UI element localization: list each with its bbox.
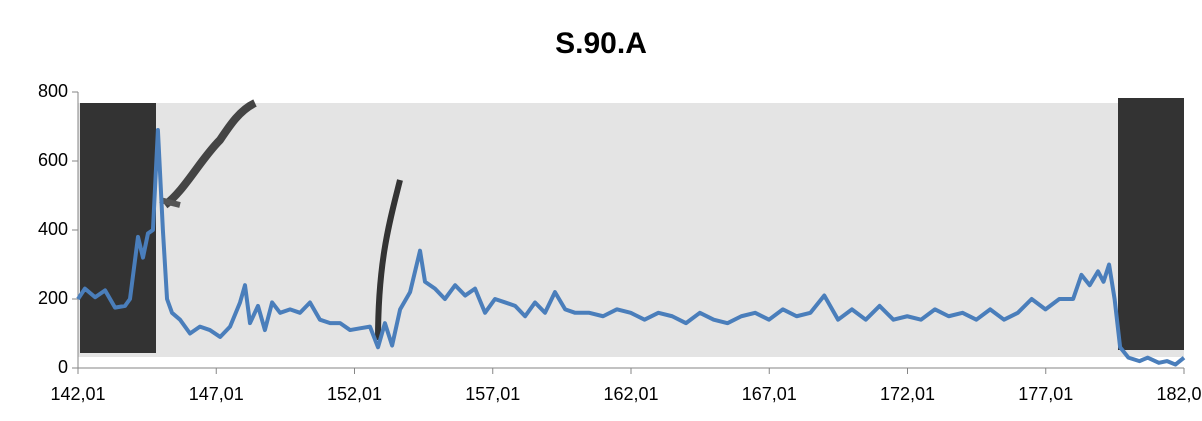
y-tick-label: 200: [38, 288, 68, 308]
x-tick-label: 182,01: [1156, 384, 1202, 404]
y-tick-label: 0: [58, 357, 68, 377]
y-tick-label: 600: [38, 150, 68, 170]
x-tick-label: 142,01: [50, 384, 105, 404]
y-tick-label: 400: [38, 219, 68, 239]
chart-title: S.90.A: [555, 27, 647, 60]
data-line: [76, 127, 1186, 367]
background-scan: [78, 98, 1184, 357]
scan-streak: [162, 99, 257, 209]
x-tick-label: 162,01: [603, 384, 658, 404]
scan-area: [78, 103, 1184, 357]
scan-dark-block: [1118, 98, 1184, 350]
x-tick-label: 152,01: [327, 384, 382, 404]
scan-dark-block: [80, 103, 156, 353]
x-tick-label: 147,01: [189, 384, 244, 404]
x-tick-label: 167,01: [742, 384, 797, 404]
x-tick-label: 172,01: [880, 384, 935, 404]
x-tick-label: 157,01: [465, 384, 520, 404]
x-tick-label: 177,01: [1018, 384, 1073, 404]
scan-streak: [375, 179, 403, 341]
y-tick-label: 800: [38, 81, 68, 101]
